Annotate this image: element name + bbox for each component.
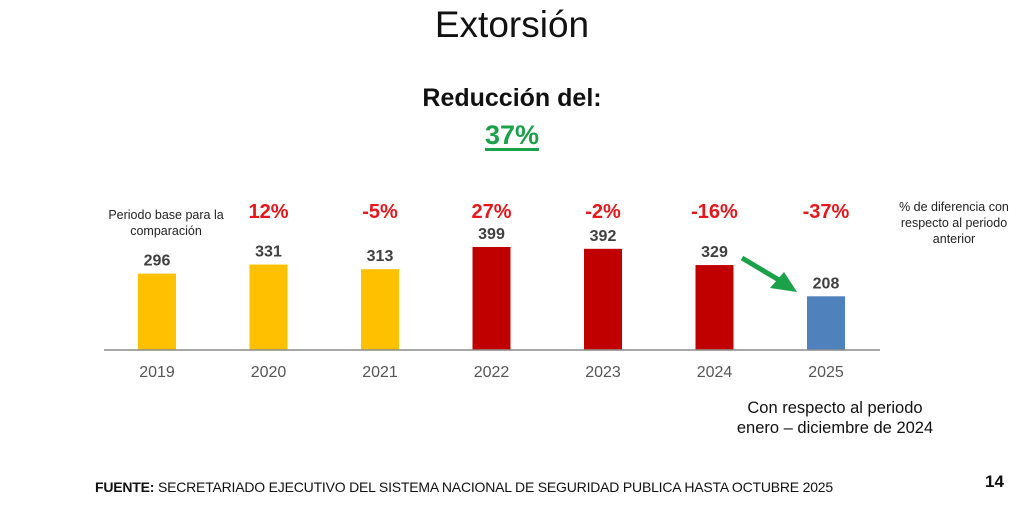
- bar-2020: [249, 264, 288, 350]
- value-label-2019: 296: [144, 253, 171, 270]
- bar-2021: [361, 269, 399, 350]
- value-label-2024: 329: [701, 244, 728, 261]
- down-arrow-icon: [740, 255, 797, 292]
- period-note-line2: enero – diciembre de 2024: [736, 419, 934, 437]
- x-tick-2022: 2022: [474, 364, 510, 381]
- bar-2022: [472, 247, 511, 350]
- percent-legend-note: % de diferencia con respecto al periodo …: [899, 200, 1009, 246]
- headline-reduction: 37%: [0, 120, 1024, 151]
- x-tick-2020: 2020: [251, 364, 287, 381]
- page-number: 14: [985, 472, 1004, 491]
- headline-value: 37%: [484, 120, 540, 150]
- x-tick-2024: 2024: [697, 364, 733, 381]
- x-tick-2023: 2023: [585, 364, 621, 381]
- period-note-line1: Con respecto al periodo: [747, 399, 923, 417]
- value-label-2023: 392: [590, 228, 617, 245]
- value-label-2021: 313: [367, 248, 394, 265]
- bar-2024: [695, 265, 734, 350]
- percent-change-2022: 27%: [471, 201, 511, 223]
- source-text: SECRETARIADO EJECUTIVO DEL SISTEMA NACIO…: [154, 479, 833, 495]
- source-footnote: FUENTE: SECRETARIADO EJECUTIVO DEL SISTE…: [95, 479, 833, 495]
- source-label: FUENTE:: [95, 479, 155, 495]
- bar-2019: [138, 273, 176, 350]
- x-tick-2019: 2019: [139, 364, 175, 381]
- slide-subtitle: Reducción del:: [422, 84, 602, 112]
- bar-2023: [584, 248, 622, 350]
- x-tick-2021: 2021: [362, 364, 398, 381]
- percent-change-2024: -16%: [691, 201, 738, 223]
- percent-change-2025: -37%: [803, 201, 850, 223]
- period-note: Con respecto al periodo enero – diciembr…: [700, 398, 970, 438]
- value-label-2022: 399: [478, 226, 505, 243]
- percent-change-2023: -2%: [585, 201, 621, 223]
- value-label-2025: 208: [813, 275, 840, 292]
- base-period-note: Periodo base para la comparación: [108, 208, 224, 238]
- percent-change-2020: 12%: [248, 201, 288, 223]
- bar-2025: [807, 296, 845, 350]
- x-tick-2025: 2025: [808, 364, 844, 381]
- value-label-2020: 331: [255, 244, 282, 261]
- percent-change-2021: -5%: [362, 201, 398, 223]
- slide-title: Extorsión: [434, 4, 590, 45]
